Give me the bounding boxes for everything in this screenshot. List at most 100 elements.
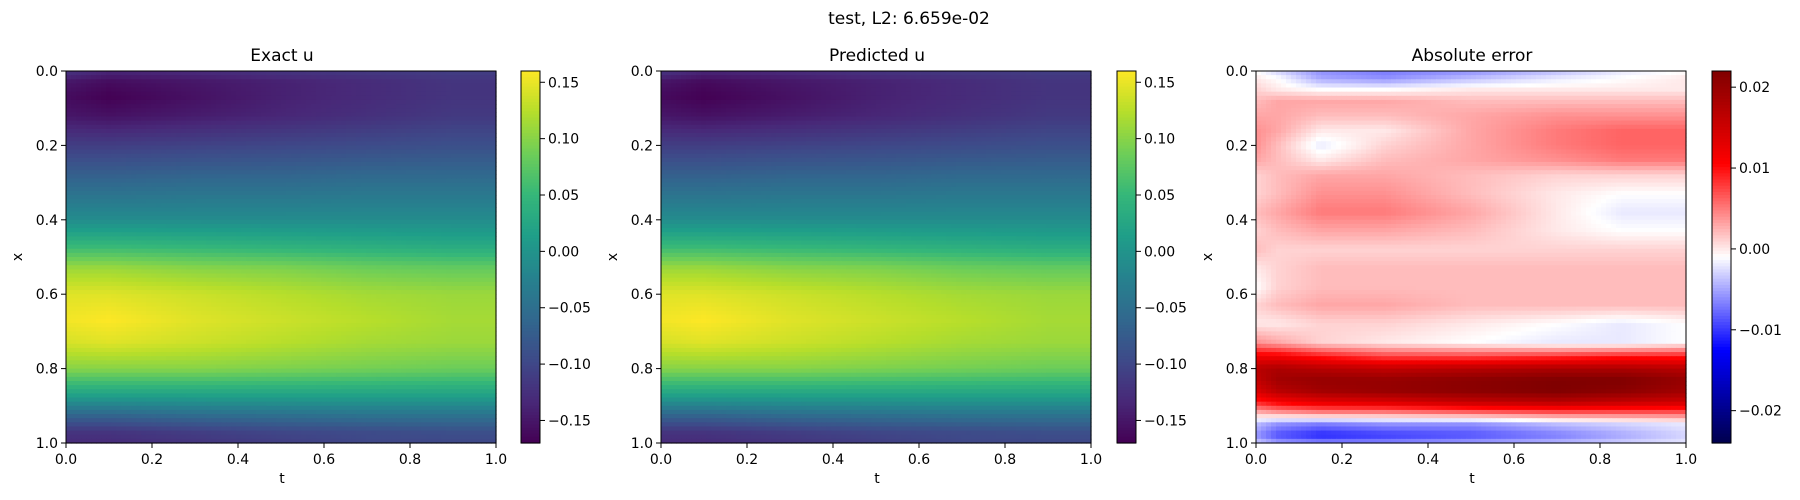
heatmap-cell: [276, 129, 282, 134]
heatmap-cell: [221, 203, 227, 208]
heatmap-cell: [136, 158, 142, 163]
heatmap-cell: [101, 228, 107, 233]
heatmap-cell: [371, 274, 377, 279]
heatmap-cell: [416, 257, 422, 262]
heatmap-cell: [291, 96, 297, 101]
heatmap-cell: [156, 158, 162, 163]
heatmap-cell: [366, 269, 372, 274]
heatmap-cell: [471, 88, 477, 93]
heatmap-cell: [106, 228, 112, 233]
heatmap-cell: [161, 216, 167, 221]
heatmap-cell: [181, 88, 187, 93]
heatmap-cell: [136, 207, 142, 212]
heatmap-cell: [446, 92, 452, 97]
heatmap-cell: [406, 166, 412, 171]
heatmap-cell: [331, 154, 337, 159]
heatmap-cell: [376, 307, 382, 312]
heatmap-cell: [116, 104, 122, 109]
heatmap-cell: [341, 116, 347, 121]
heatmap-cell: [71, 88, 77, 93]
heatmap-cell: [376, 245, 382, 250]
heatmap-cell: [66, 307, 72, 312]
heatmap-cell: [211, 278, 217, 283]
heatmap-cell: [86, 137, 92, 142]
heatmap-cell: [416, 88, 422, 93]
heatmap-cell: [66, 125, 72, 130]
heatmap-cell: [156, 294, 162, 299]
heatmap-cell: [126, 216, 132, 221]
heatmap-cell: [321, 162, 327, 167]
heatmap-cell: [171, 187, 177, 192]
heatmap-cell: [271, 141, 277, 146]
heatmap-cell: [261, 116, 267, 121]
heatmap-cell: [191, 224, 197, 229]
heatmap-cell: [161, 129, 167, 134]
heatmap-cell: [286, 121, 292, 126]
heatmap-cell: [241, 71, 247, 76]
heatmap-cell: [436, 232, 442, 237]
heatmap-cell: [191, 121, 197, 126]
heatmap-cell: [401, 137, 407, 142]
heatmap-cell: [246, 216, 252, 221]
heatmap-cell: [271, 150, 277, 155]
heatmap-cell: [426, 212, 432, 217]
heatmap-cell: [366, 79, 372, 84]
heatmap-cell: [376, 195, 382, 200]
heatmap-cell: [166, 224, 172, 229]
heatmap-cell: [416, 96, 422, 101]
heatmap-cell: [76, 121, 82, 126]
heatmap-cell: [281, 245, 287, 250]
heatmap-cell: [436, 104, 442, 109]
heatmap-cell: [401, 302, 407, 307]
heatmap-cell: [316, 170, 322, 175]
heatmap-cell: [96, 274, 102, 279]
heatmap-cell: [211, 121, 217, 126]
heatmap-cell: [181, 199, 187, 204]
heatmap-cell: [206, 261, 212, 266]
heatmap-cell: [371, 228, 377, 233]
heatmap-cell: [126, 240, 132, 245]
heatmap-cell: [231, 183, 237, 188]
heatmap-cell: [351, 199, 357, 204]
heatmap-cell: [136, 265, 142, 270]
heatmap-cell: [66, 88, 72, 93]
heatmap-cell: [126, 92, 132, 97]
heatmap-cell: [126, 141, 132, 146]
heatmap-cell: [201, 261, 207, 266]
heatmap-cell: [281, 236, 287, 241]
heatmap-cell: [481, 236, 487, 241]
heatmap-cell: [196, 145, 202, 150]
heatmap-cell: [296, 170, 302, 175]
heatmap-cell: [246, 178, 252, 183]
heatmap-cell: [451, 203, 457, 208]
heatmap-cell: [76, 125, 82, 130]
heatmap-cell: [301, 79, 307, 84]
heatmap-cell: [171, 104, 177, 109]
heatmap-cell: [331, 129, 337, 134]
heatmap-cell: [91, 212, 97, 217]
heatmap-cell: [406, 125, 412, 130]
heatmap-cell: [381, 183, 387, 188]
heatmap-cell: [306, 265, 312, 270]
heatmap-cell: [196, 150, 202, 155]
heatmap-cell: [281, 71, 287, 76]
heatmap-cell: [346, 129, 352, 134]
heatmap-cell: [346, 166, 352, 171]
heatmap-cell: [456, 282, 462, 287]
heatmap-cell: [376, 216, 382, 221]
heatmap-cell: [291, 228, 297, 233]
heatmap-cell: [291, 249, 297, 254]
heatmap-cell: [351, 112, 357, 117]
heatmap-cell: [396, 245, 402, 250]
heatmap-cell: [121, 88, 127, 93]
heatmap-cell: [411, 116, 417, 121]
heatmap-cell: [251, 207, 257, 212]
heatmap-cell: [456, 216, 462, 221]
heatmap-cell: [376, 88, 382, 93]
heatmap-cell: [291, 265, 297, 270]
heatmap-cell: [381, 121, 387, 126]
heatmap-cell: [146, 174, 152, 179]
heatmap-cell: [261, 274, 267, 279]
heatmap-cell: [321, 129, 327, 134]
heatmap-cell: [361, 191, 367, 196]
